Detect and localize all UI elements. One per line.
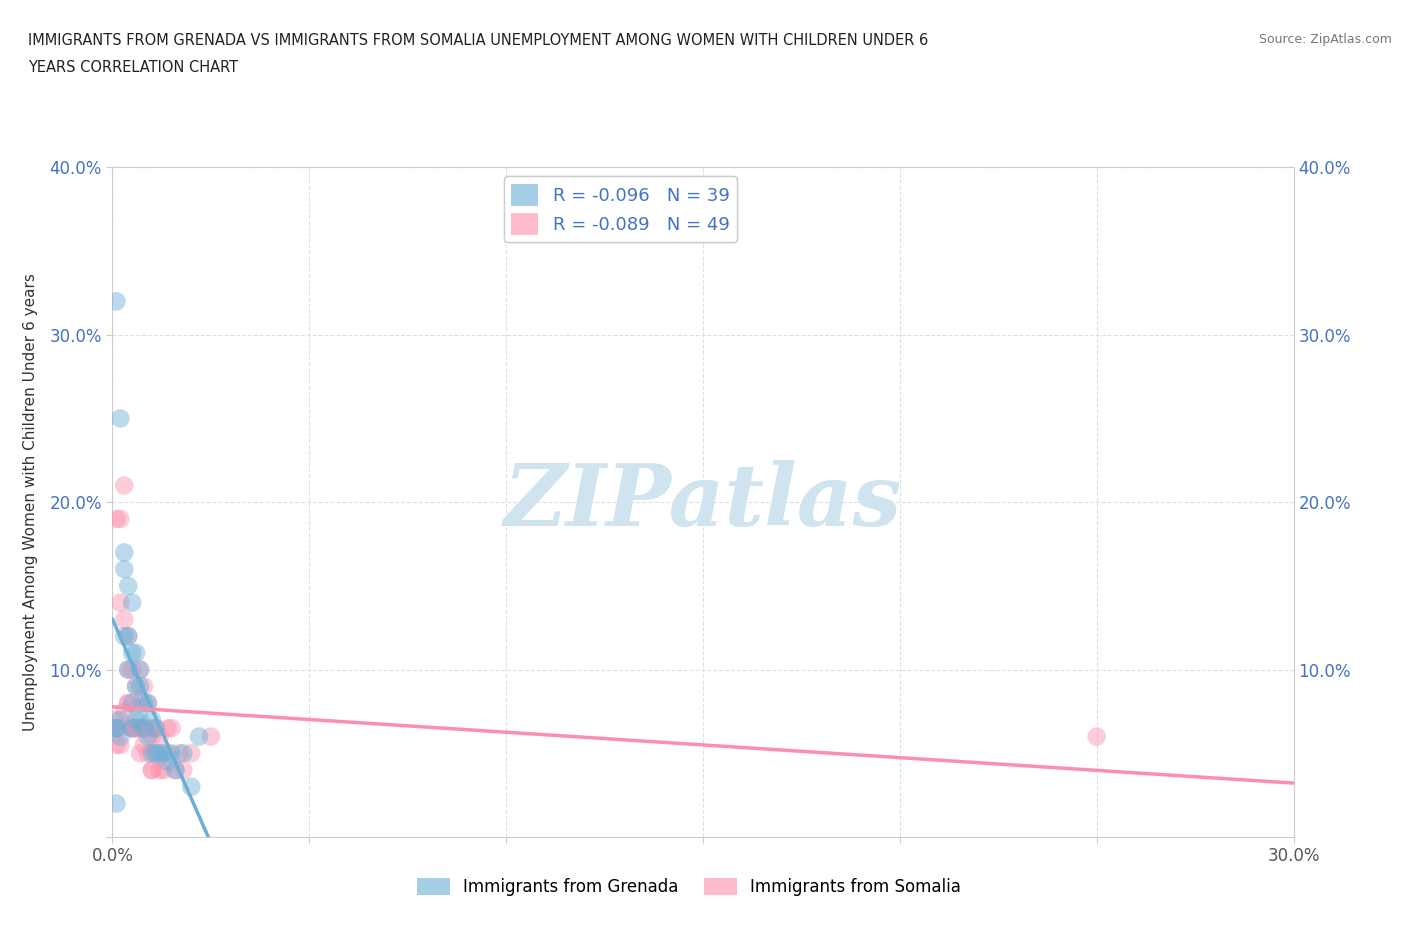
Legend: Immigrants from Grenada, Immigrants from Somalia: Immigrants from Grenada, Immigrants from… [411, 871, 967, 903]
Point [200, 729, 222, 744]
Point [110, 712, 132, 727]
Point [121, 595, 143, 610]
Point [112, 704, 135, 719]
Point [125, 712, 148, 727]
Point [129, 662, 152, 677]
Point [105, 721, 128, 736]
Point [136, 696, 159, 711]
Point [105, 737, 128, 752]
Point [145, 721, 167, 736]
Point [141, 763, 163, 777]
Point [125, 721, 148, 736]
Point [141, 729, 163, 744]
Point [141, 721, 163, 736]
Point [141, 712, 163, 727]
Text: Source: ZipAtlas.com: Source: ZipAtlas.com [1258, 33, 1392, 46]
Point [105, 796, 128, 811]
Point [132, 696, 155, 711]
Point [125, 679, 148, 694]
Point [110, 729, 132, 744]
Point [110, 595, 132, 610]
Point [117, 578, 139, 593]
Point [110, 737, 132, 752]
Point [156, 746, 179, 761]
Point [149, 746, 172, 761]
Point [129, 746, 152, 761]
Point [160, 746, 183, 761]
Y-axis label: Unemployment Among Women with Children Under 6 years: Unemployment Among Women with Children U… [24, 273, 38, 731]
Point [112, 629, 135, 644]
Point [149, 729, 172, 744]
Point [169, 746, 191, 761]
Point [121, 696, 143, 711]
Point [117, 662, 139, 677]
Point [117, 662, 139, 677]
Point [121, 721, 143, 736]
Point [1085, 729, 1108, 744]
Point [112, 478, 135, 493]
Point [121, 645, 143, 660]
Point [188, 729, 211, 744]
Point [125, 645, 148, 660]
Point [112, 545, 135, 560]
Point [156, 721, 179, 736]
Point [156, 754, 179, 769]
Point [105, 712, 128, 727]
Point [145, 721, 167, 736]
Text: IMMIGRANTS FROM GRENADA VS IMMIGRANTS FROM SOMALIA UNEMPLOYMENT AMONG WOMEN WITH: IMMIGRANTS FROM GRENADA VS IMMIGRANTS FR… [28, 33, 928, 47]
Point [172, 763, 194, 777]
Point [132, 737, 155, 752]
Point [110, 411, 132, 426]
Point [172, 746, 194, 761]
Point [132, 679, 155, 694]
Point [136, 729, 159, 744]
Point [152, 763, 174, 777]
Point [110, 512, 132, 526]
Point [129, 662, 152, 677]
Point [125, 679, 148, 694]
Point [125, 721, 148, 736]
Point [145, 746, 167, 761]
Point [152, 746, 174, 761]
Point [180, 746, 202, 761]
Point [105, 512, 128, 526]
Point [117, 629, 139, 644]
Point [141, 763, 163, 777]
Point [141, 746, 163, 761]
Point [129, 696, 152, 711]
Point [165, 763, 187, 777]
Point [112, 562, 135, 577]
Point [105, 294, 128, 309]
Point [132, 721, 155, 736]
Point [117, 629, 139, 644]
Point [121, 662, 143, 677]
Point [180, 779, 202, 794]
Point [136, 696, 159, 711]
Text: YEARS CORRELATION CHART: YEARS CORRELATION CHART [28, 60, 238, 75]
Point [145, 746, 167, 761]
Point [112, 612, 135, 627]
Point [129, 712, 152, 727]
Point [121, 721, 143, 736]
Point [105, 721, 128, 736]
Legend: R = -0.096   N = 39, R = -0.089   N = 49: R = -0.096 N = 39, R = -0.089 N = 49 [503, 177, 737, 242]
Point [149, 763, 172, 777]
Point [132, 721, 155, 736]
Point [110, 721, 132, 736]
Point [121, 721, 143, 736]
Point [117, 696, 139, 711]
Point [129, 721, 152, 736]
Point [160, 721, 183, 736]
Point [105, 721, 128, 736]
Point [117, 696, 139, 711]
Point [129, 679, 152, 694]
Point [129, 721, 152, 736]
Point [165, 763, 187, 777]
Text: ZIPatlas: ZIPatlas [503, 460, 903, 544]
Point [136, 746, 159, 761]
